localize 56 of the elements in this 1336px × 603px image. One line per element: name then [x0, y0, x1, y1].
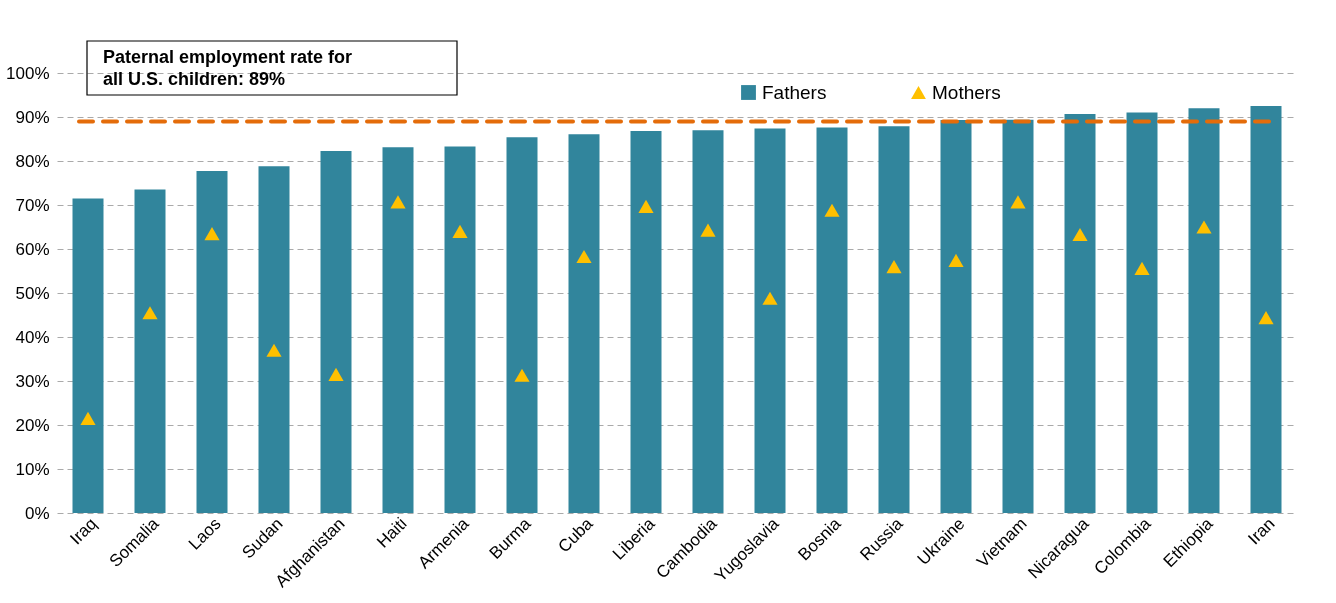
point: [1258, 311, 1274, 325]
bar: [568, 134, 600, 513]
point: [1010, 195, 1026, 209]
y-tick-label: 70%: [15, 195, 50, 215]
bar: [630, 131, 662, 513]
point: [638, 199, 654, 213]
point: [390, 195, 406, 209]
bar: [134, 189, 166, 513]
y-tick-label: 0%: [24, 503, 50, 523]
point: [762, 291, 778, 305]
x-tick-label: Iran: [1244, 514, 1279, 549]
y-tick-label: 20%: [15, 415, 50, 435]
bar: [692, 130, 724, 513]
ref-line-label: Paternal employment rate for all U.S. children: 89%: [103, 47, 353, 89]
bar: [382, 147, 414, 513]
point: [1072, 227, 1088, 242]
bar: [444, 146, 476, 513]
point: [948, 253, 964, 268]
legend-label: Mothers: [932, 81, 1001, 103]
bar: [1188, 108, 1220, 513]
point: [142, 306, 158, 320]
y-tick-label: 50%: [15, 283, 50, 303]
point: [328, 367, 344, 381]
bar: [320, 150, 352, 513]
bar: [506, 137, 538, 513]
point: [1196, 220, 1212, 234]
point: [266, 343, 282, 357]
bar: [1002, 119, 1034, 513]
bar: [196, 171, 228, 513]
legend-label: Fathers: [762, 81, 827, 103]
bar: [72, 198, 104, 513]
x-tick-label: Iraq: [66, 514, 101, 549]
y-tick-label: 30%: [15, 371, 50, 391]
bar: [940, 120, 972, 513]
bar: [258, 166, 290, 513]
point: [700, 223, 716, 237]
y-tick-label: 60%: [15, 239, 50, 259]
y-tick-label: 80%: [15, 151, 50, 171]
bar: [1126, 112, 1158, 513]
y-tick-label: 10%: [15, 459, 50, 479]
bar: [1250, 106, 1282, 513]
point: [80, 411, 96, 425]
y-tick-label: 90%: [15, 107, 50, 127]
point: [576, 249, 592, 264]
y-tick-label: 100%: [6, 63, 50, 83]
bar: [816, 127, 848, 513]
point: [886, 260, 902, 274]
point: [514, 368, 530, 382]
bar: [754, 128, 786, 513]
point: [1134, 261, 1150, 275]
point: [824, 203, 840, 217]
y-tick-label: 40%: [15, 327, 50, 347]
bar: [1064, 113, 1096, 513]
bar: [878, 126, 910, 513]
point: [204, 227, 220, 241]
point: [452, 224, 468, 238]
